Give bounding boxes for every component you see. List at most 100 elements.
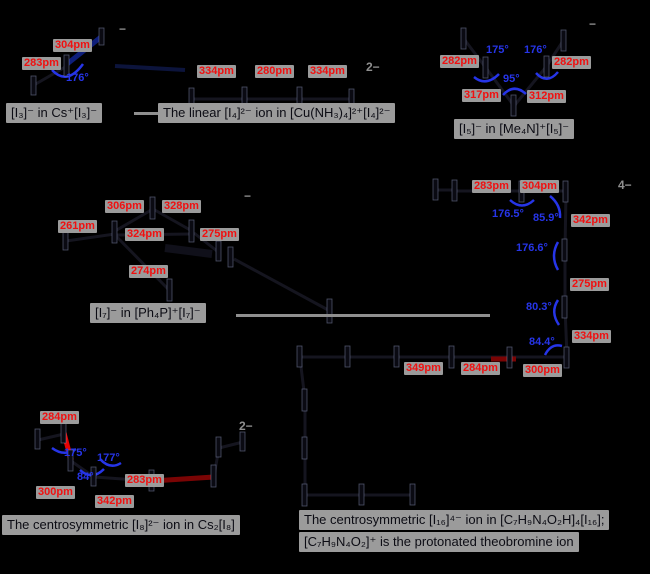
angle-arc [543, 344, 563, 356]
distance-label: 334pm [572, 330, 611, 343]
angle-arc [473, 73, 500, 83]
atom-tick [34, 428, 41, 450]
atom-tick [460, 27, 467, 50]
atom-tick [448, 345, 455, 369]
distance-label: 342pm [95, 495, 134, 508]
distance-label: 282pm [552, 56, 591, 69]
atom-tick [451, 179, 458, 202]
panel-caption: The centrosymmetric [I₈]²⁻ ion in Cs₂[I₈… [2, 515, 240, 535]
distance-label: 283pm [125, 474, 164, 487]
angle-label: 84° [77, 471, 94, 483]
bond-faint [114, 64, 186, 72]
bond [33, 64, 68, 87]
angle-label: 176° [524, 44, 547, 56]
distance-label: 342pm [571, 214, 610, 227]
atom-tick [111, 220, 118, 244]
atom-tick [296, 345, 303, 368]
atom-tick [210, 464, 217, 488]
angle-arc [51, 63, 85, 78]
distance-label: 306pm [105, 200, 144, 213]
atom-tick [227, 246, 234, 268]
angle-label: 175° [486, 44, 509, 56]
atom-tick [215, 240, 222, 262]
distance-label: 312pm [527, 90, 566, 103]
angle-label: 95° [503, 73, 520, 85]
atom-tick [301, 436, 308, 460]
atom-tick [98, 27, 105, 46]
angle-label: 176.5° [492, 208, 524, 220]
bond [193, 231, 218, 253]
angle-arc [552, 241, 560, 271]
distance-label: 317pm [462, 89, 501, 102]
angle-arc [502, 87, 527, 96]
panel-caption: The linear [I₄]²⁻ ion in [Cu(NH₃)₄]²⁺[I₄… [158, 103, 396, 123]
atom-tick [63, 54, 70, 77]
atom-tick [562, 180, 569, 203]
distance-label: 349pm [404, 362, 443, 375]
distance-label: 284pm [40, 411, 79, 424]
distance-label: 283pm [22, 57, 61, 70]
bond [152, 207, 193, 233]
atom-tick [482, 56, 489, 79]
atom-tick [563, 346, 570, 369]
angle-label: 85.9° [533, 212, 559, 224]
bond [37, 432, 65, 442]
angle-arc [553, 299, 561, 326]
atom-tick [358, 483, 365, 506]
atom-tick [239, 431, 246, 452]
distance-label: 328pm [162, 200, 201, 213]
atom-tick [543, 55, 550, 78]
angle-label: 80.3° [526, 301, 552, 313]
atom-tick [166, 278, 173, 302]
angle-label: 176.6° [516, 242, 548, 254]
atom-tick [90, 466, 97, 487]
distance-label: 304pm [53, 39, 92, 52]
atom-tick [432, 178, 439, 201]
distance-label: 334pm [308, 65, 347, 78]
angle-label: 84.4° [529, 336, 555, 348]
bond [218, 440, 244, 450]
angle-arc [535, 71, 559, 80]
atom-tick [60, 422, 67, 444]
angle-label: 175° [64, 447, 87, 459]
distance-label: 274pm [129, 265, 168, 278]
charge-label: − [244, 189, 252, 203]
distance-label: 280pm [255, 65, 294, 78]
atom-tick [301, 483, 308, 507]
charge-label: − [589, 17, 597, 31]
atom-tick [301, 388, 308, 412]
atom-tick [409, 483, 416, 506]
angle-label: 176° [66, 72, 89, 84]
charge-label: 4− [618, 178, 632, 192]
atom-tick [188, 219, 195, 243]
bond-thick [164, 244, 213, 258]
distance-label: 334pm [197, 65, 236, 78]
distance-label: 304pm [520, 180, 559, 193]
distance-label: 324pm [125, 228, 164, 241]
panel-caption: [I₃]⁻ in Cs⁺[I₃]⁻ [6, 103, 103, 123]
panel-caption: [I₅]⁻ in [Me₄N]⁺[I₅]⁻ [454, 119, 575, 139]
charge-label: 2− [239, 419, 253, 433]
charge-label: − [119, 22, 127, 36]
distance-label: 261pm [58, 220, 97, 233]
distance-label: 275pm [200, 228, 239, 241]
atom-tick [215, 436, 222, 458]
atom-tick [510, 94, 517, 117]
distance-label: 284pm [461, 362, 500, 375]
bond [114, 207, 154, 233]
atom-tick [561, 295, 568, 319]
angle-arc [549, 195, 562, 219]
panel-caption: [I₇]⁻ in [Ph₄P]⁺[I₇]⁻ [90, 303, 206, 323]
angle-arc [99, 458, 122, 467]
angle-arc [51, 446, 77, 454]
distance-label: 300pm [36, 486, 75, 499]
atom-tick [506, 346, 513, 369]
atom-tick [30, 75, 37, 96]
atom-tick [393, 345, 400, 368]
bond [512, 66, 548, 107]
bond [114, 234, 172, 293]
distance-label: 275pm [570, 278, 609, 291]
angle-arc [509, 199, 535, 207]
